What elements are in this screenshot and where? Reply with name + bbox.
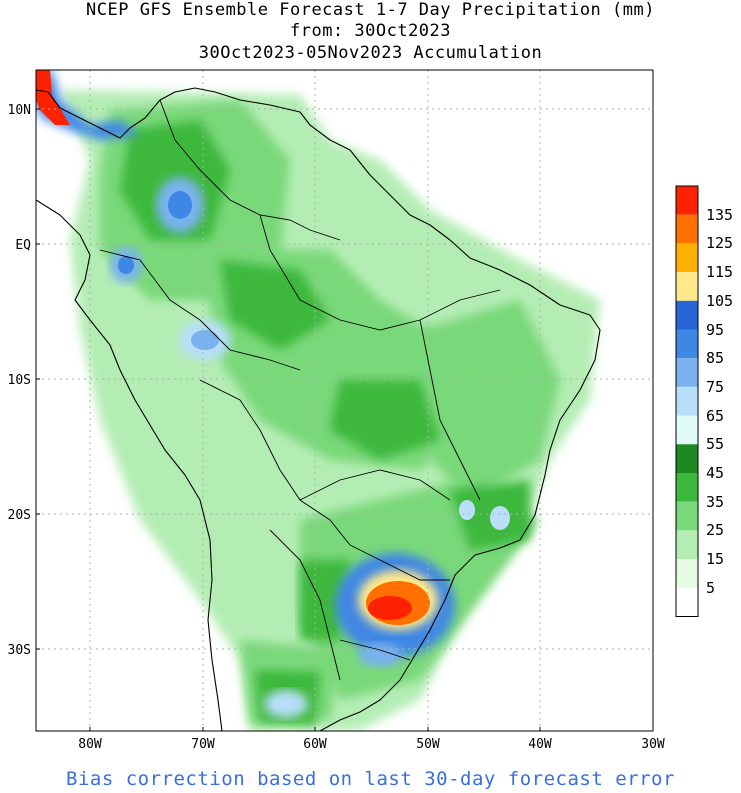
legend-label: 105: [706, 291, 734, 310]
legend-label: 115: [706, 263, 734, 282]
legend-frame: [675, 185, 699, 617]
legend-color-bar: [675, 185, 699, 617]
footer-note: Bias correction based on last 30-day for…: [66, 768, 675, 790]
rain-area-35mm-paraguay: [300, 560, 350, 640]
legend-swatch: [676, 272, 698, 301]
rain-area-35mm-southeast: [450, 480, 530, 550]
map-subtitle-from: from: 30Oct2023: [289, 21, 452, 41]
lon-label: 80W: [78, 737, 102, 752]
legend-swatch: [676, 300, 698, 330]
legend-swatch: [676, 186, 698, 215]
lon-label: 40W: [528, 737, 552, 752]
latitude-labels: 10N EQ 10S 20S 30S: [8, 103, 32, 658]
longitude-labels: 80W 70W 60W 50W 40W 30W: [78, 737, 665, 752]
rain-area-35mm-central: [330, 380, 440, 460]
country-borders: [99, 99, 501, 681]
legend-label: 15: [706, 550, 725, 569]
rain-core-peru-inner: [191, 330, 219, 350]
legend-swatch: [676, 358, 698, 387]
rain-core-argentina: [264, 690, 308, 718]
legend-label: 55: [706, 435, 725, 454]
legend-swatch: [676, 530, 698, 560]
lat-label: 10S: [8, 373, 31, 388]
lat-label: 30S: [8, 643, 31, 658]
legend-swatch: [676, 386, 698, 416]
legend-swatch: [676, 415, 698, 445]
legend-label: 125: [706, 234, 734, 253]
legend-swatch: [676, 444, 698, 473]
map-subtitle-accumulation: 30Oct2023-05Nov2023 Accumulation: [198, 43, 543, 63]
legend-swatch: [676, 329, 698, 359]
tick-marks: [36, 108, 654, 731]
coastline: [36, 87, 601, 731]
legend-swatch: [676, 243, 698, 273]
map-frame: [35, 69, 654, 732]
legend-swatch-zero: [676, 587, 698, 617]
lon-label: 50W: [416, 737, 440, 752]
map-title: NCEP GFS Ensemble Forecast 1-7 Day Preci…: [86, 0, 655, 20]
legend-swatch: [676, 559, 698, 588]
lon-label: 60W: [303, 737, 327, 752]
rain-core-central-america-red: [36, 70, 70, 125]
legend-swatch: [676, 214, 698, 244]
legend-swatch: [676, 501, 698, 531]
rain-core-rio: [490, 506, 510, 530]
rain-core-ecuador-inner: [118, 256, 134, 274]
graticule: [36, 70, 653, 731]
legend-label: 65: [706, 406, 725, 425]
legend-label: 95: [706, 320, 725, 339]
rain-core-colombia-inner: [168, 191, 192, 219]
lat-label: 10N: [8, 103, 31, 118]
rain-area-35mm-amazon: [220, 260, 330, 350]
legend-label: 85: [706, 349, 725, 368]
rain-core-south-brazil-red: [368, 596, 412, 620]
lat-label: 20S: [8, 508, 31, 523]
legend-label: 5: [706, 578, 716, 597]
rain-core-minas: [459, 500, 475, 520]
lon-label: 30W: [641, 737, 665, 752]
legend-label: 75: [706, 377, 725, 396]
legend-swatch: [676, 473, 698, 502]
legend-label: 135: [706, 205, 734, 224]
legend-label: 35: [706, 492, 725, 511]
legend-label: 25: [706, 521, 725, 540]
legend-label: 45: [706, 464, 725, 482]
lon-label: 70W: [191, 737, 215, 752]
lat-label: EQ: [15, 238, 31, 253]
